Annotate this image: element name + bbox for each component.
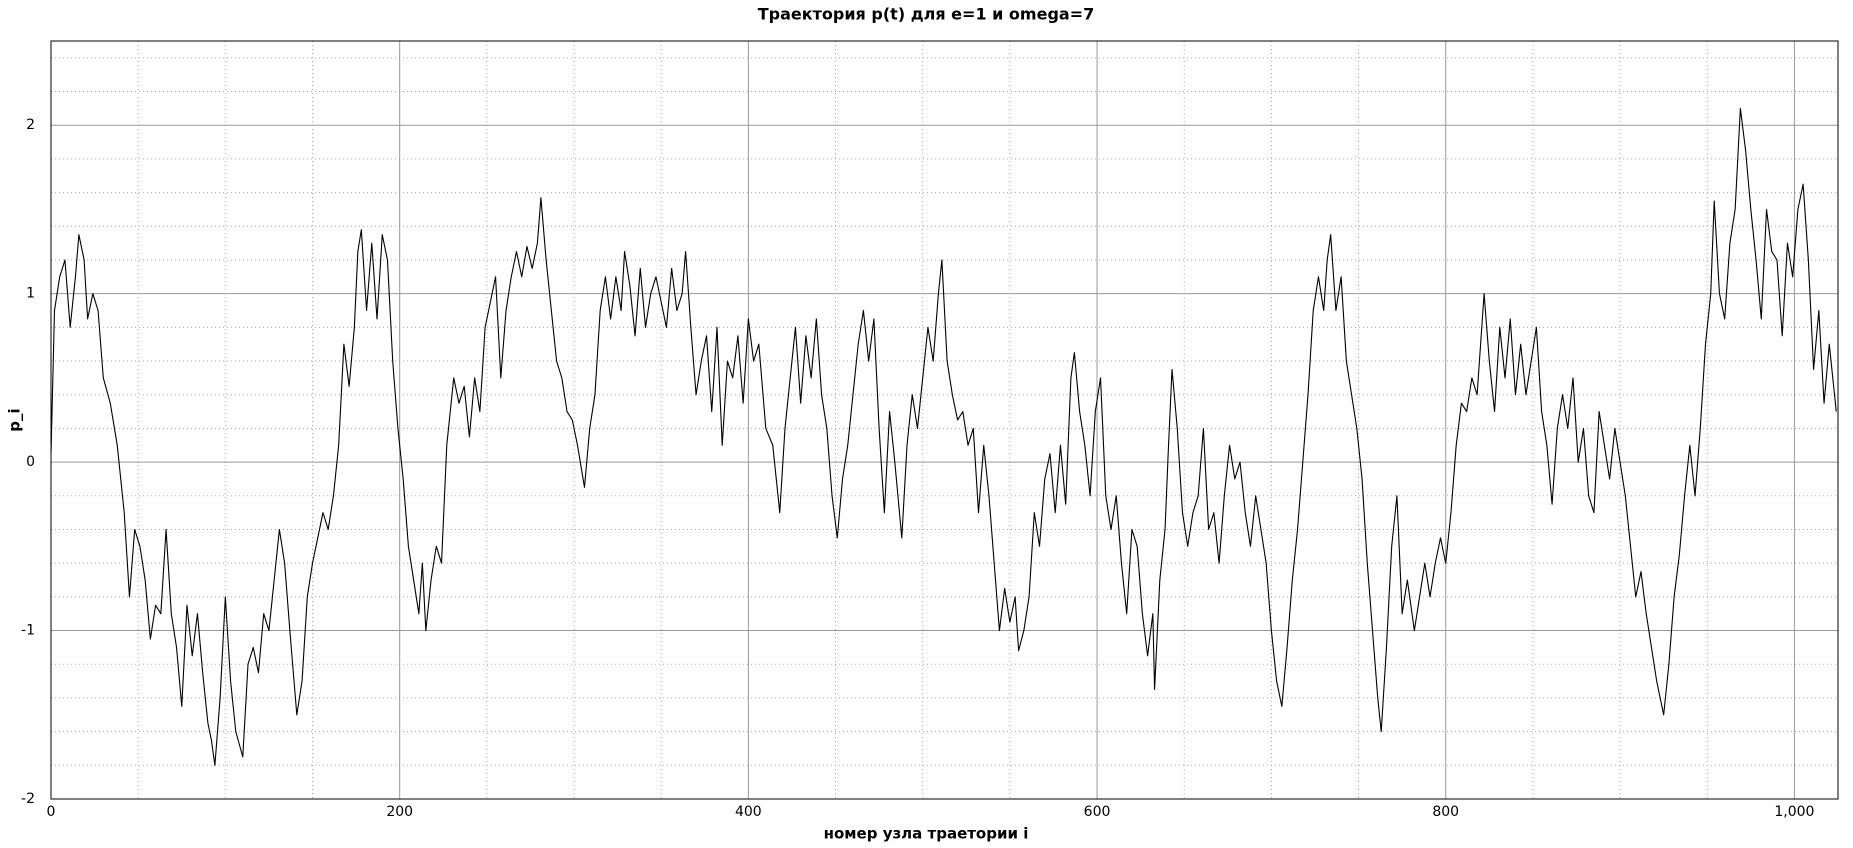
x-tick-label: 600 xyxy=(1084,804,1111,820)
plot-frame xyxy=(50,40,1839,800)
y-tick-label: 0 xyxy=(26,454,35,470)
x-tick-label: 1,000 xyxy=(1774,804,1814,820)
x-tick-label: 200 xyxy=(386,804,413,820)
y-tick-label: 2 xyxy=(26,117,35,133)
chart-title: Траектория p(t) для e=1 и omega=7 xyxy=(758,5,1094,24)
x-tick-label: 0 xyxy=(47,804,56,820)
tick-labels: 0 200 400 600 800 1,000 -2 -1 0 1 2 xyxy=(21,117,1814,820)
y-tick-label: 1 xyxy=(26,286,35,302)
y-tick-label: -2 xyxy=(21,791,35,807)
y-tick-label: -1 xyxy=(21,623,35,639)
data-line xyxy=(50,107,1837,766)
grid xyxy=(50,41,1838,800)
x-tick-label: 800 xyxy=(1432,804,1459,820)
x-axis-title: номер узла траетории i xyxy=(824,825,1029,843)
plot-area xyxy=(50,107,1837,766)
y-axis-title: p_i xyxy=(6,408,24,431)
x-tick-label: 400 xyxy=(735,804,762,820)
